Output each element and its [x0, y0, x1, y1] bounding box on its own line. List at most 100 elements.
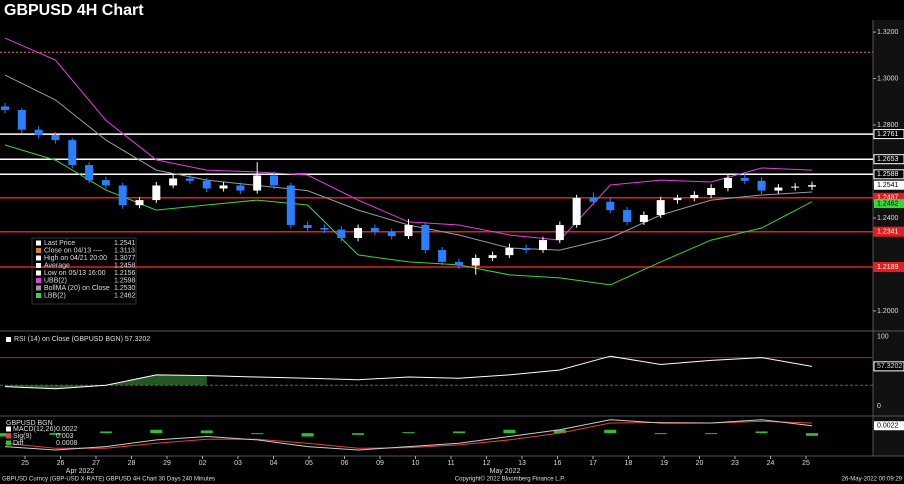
x-tick-label: 28 [128, 460, 136, 467]
footer-left: GBPUSD Curncy (GBP-USD X-RATE) GBPUSD 4H… [2, 477, 215, 483]
macd-legend-value: 0.0008 [56, 440, 78, 447]
candle-body [370, 227, 379, 232]
candle-body [791, 186, 800, 188]
candle-body [68, 140, 77, 166]
candle-body [219, 185, 228, 189]
candle-body [152, 185, 161, 201]
candle-body [539, 240, 547, 251]
x-tick-label: 23 [731, 460, 739, 467]
candle-body [354, 227, 363, 238]
macd-last-label: 0.0022 [877, 423, 899, 430]
legend-name: LBB(2) [44, 292, 66, 299]
candle-body [286, 185, 295, 225]
macd-diff-bar [301, 433, 314, 437]
candle-body [522, 247, 531, 251]
macd-diff-bar [49, 433, 62, 435]
macd-last-box [874, 421, 904, 431]
macd-diff-bar [150, 429, 163, 434]
candle-body [656, 200, 665, 215]
candle-body [185, 178, 194, 181]
level-label: 1.2761 [877, 131, 899, 138]
level-box [873, 169, 904, 180]
rsi-swatch [6, 337, 11, 342]
level-box [873, 262, 904, 273]
macd-diff-bar [0, 433, 11, 437]
macd-legend-name: MACD(12,26) [13, 426, 56, 433]
last-price-label: 1.2541 [877, 182, 899, 189]
legend-swatch [36, 248, 41, 253]
macd-legend-value: 0.003 [56, 433, 74, 440]
legend-swatch [36, 263, 41, 268]
candle-body [34, 129, 43, 136]
legend-box [31, 237, 137, 305]
level-box [873, 154, 904, 165]
macd-diff-bar [402, 432, 415, 434]
rsi-last-label: 57.3202 [877, 363, 902, 370]
month-label: Apr 2022 [66, 468, 95, 475]
y-tick-label: 1.2400 [877, 215, 899, 222]
candle-body [253, 175, 262, 191]
macd-legend-value: 0.0022 [56, 426, 78, 433]
legend-swatch [36, 240, 41, 246]
x-tick-label: 20 [696, 460, 704, 467]
level-box [873, 129, 904, 140]
x-tick-label: 18 [625, 460, 633, 467]
legend-name: High on 04/21 20:00 [44, 255, 107, 262]
candle-body [639, 214, 648, 222]
macd-diff-bar [99, 431, 112, 434]
rsi-line [4, 355, 813, 390]
candle-body [488, 255, 497, 258]
legend-value: 1.2462 [114, 292, 136, 299]
macd-diff-bar [755, 431, 768, 434]
candle-body [808, 185, 816, 187]
candle-body [51, 135, 60, 141]
candle-body [471, 257, 480, 266]
macd-swatch [6, 433, 11, 439]
y-tick-label: 1.3200 [877, 29, 899, 36]
candle-body [85, 165, 94, 181]
x-tick-label: 02 [199, 460, 207, 467]
x-tick-label: 25 [21, 460, 29, 467]
macd-diff-bar [604, 429, 617, 434]
candle-body [421, 224, 430, 251]
x-tick-label: 13 [518, 460, 526, 467]
rsi-title: RSI (14) on Close (GBPUSD BGN) 57.3202 [14, 336, 150, 343]
footer-right: 26-May-2022 00:09:29 [842, 477, 903, 483]
x-tick-label: 27 [92, 460, 100, 467]
macd-title: GBPUSD BGN [6, 420, 53, 427]
rsi-last-box [873, 361, 904, 372]
candle-body [572, 198, 581, 225]
candle-body [1, 106, 9, 110]
x-tick-label: 29 [163, 460, 171, 467]
y-tick-label: 1.3000 [877, 75, 899, 82]
level-label: 1.2487 [877, 195, 899, 202]
legend-value: 1.2541 [114, 240, 136, 247]
candle-body [774, 187, 783, 191]
candle-body [320, 227, 329, 230]
candle-body [270, 175, 278, 186]
x-tick-label: 25 [802, 460, 810, 467]
x-tick-label: 26 [57, 460, 65, 467]
candle-body [757, 180, 766, 191]
candle-body [101, 180, 110, 186]
level-box [873, 226, 904, 237]
x-tick-label: 16 [554, 460, 562, 467]
y-tick-label: 1.2000 [877, 308, 899, 315]
candle-body [673, 198, 682, 201]
legend-name: BollMA (20) on Close [44, 285, 110, 292]
macd-diff-bar [553, 429, 566, 434]
candle-body [236, 185, 245, 191]
candle-body [404, 224, 413, 237]
y-tick-label: 1.2800 [877, 122, 899, 129]
legend-swatch [36, 270, 41, 276]
legend-swatch [36, 285, 41, 291]
legend-name: Low on 05/13 16:00 [44, 270, 106, 277]
x-tick-label: 12 [483, 460, 491, 467]
macd-diff-bar [705, 433, 718, 435]
candle-body [169, 178, 178, 186]
rsi-tick-label: 0 [877, 403, 881, 410]
macd-diff-bar [452, 431, 465, 434]
candle-body [723, 178, 732, 189]
level-label: 1.2653 [877, 156, 899, 163]
lbb-price-box [874, 199, 904, 209]
